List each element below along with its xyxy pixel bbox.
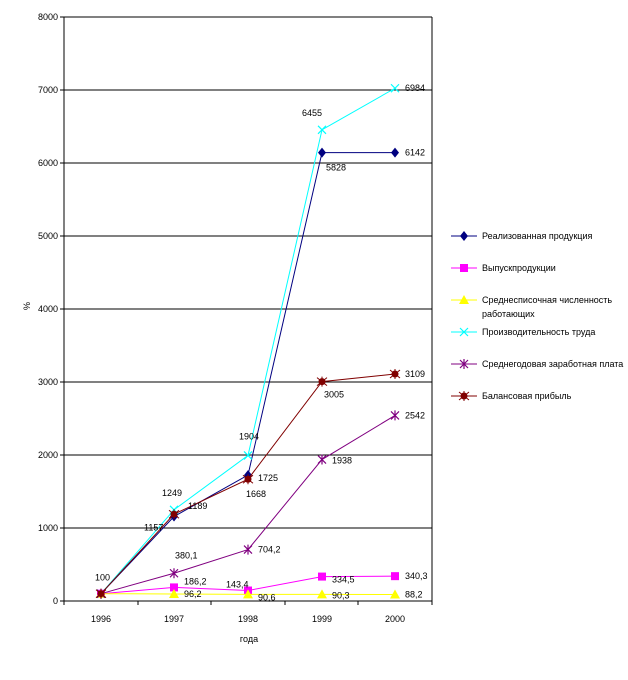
data-point bbox=[243, 589, 253, 599]
y-tick-label: 5000 bbox=[38, 231, 58, 241]
data-point bbox=[95, 588, 107, 599]
legend-item: Реализованная продукция bbox=[451, 231, 592, 241]
gridlines bbox=[60, 16, 432, 602]
data-label: 143,4 bbox=[226, 580, 249, 590]
data-point bbox=[390, 410, 400, 421]
y-tick-label: 1000 bbox=[38, 523, 58, 533]
legend-item: Выпускпродукции bbox=[451, 263, 556, 273]
data-label: 1725 bbox=[258, 473, 278, 483]
data-label: 3005 bbox=[324, 390, 344, 400]
data-label: 1157 bbox=[144, 523, 163, 533]
x-tick-label: 1999 bbox=[312, 614, 332, 624]
data-point bbox=[243, 451, 253, 460]
data-point bbox=[169, 588, 179, 598]
data-label: 186,2 bbox=[184, 576, 207, 586]
data-label: 100 bbox=[95, 573, 110, 583]
data-label: 2542 bbox=[405, 410, 425, 420]
legend: Реализованная продукция Выпускпродукции Ср… bbox=[451, 231, 623, 401]
data-label: 1189 bbox=[188, 501, 207, 511]
data-point bbox=[170, 583, 178, 592]
y-tick-label: 4000 bbox=[38, 304, 58, 314]
data-point bbox=[317, 589, 327, 599]
data-label: 1668 bbox=[246, 489, 266, 499]
legend-item: Среднегодовая заработная плата bbox=[451, 359, 623, 369]
legend-label: Производительность труда bbox=[482, 327, 595, 337]
data-point bbox=[318, 572, 326, 581]
series-lines bbox=[95, 83, 401, 599]
data-label: 6142 bbox=[405, 148, 425, 158]
data-label: 96,2 bbox=[184, 589, 202, 599]
y-tick-label: 8000 bbox=[38, 12, 58, 22]
x-tick-label: 1998 bbox=[238, 614, 258, 624]
data-label: 5828 bbox=[326, 163, 346, 173]
x-tick-label: 2000 bbox=[385, 614, 405, 624]
data-point bbox=[390, 83, 400, 93]
data-point bbox=[391, 572, 399, 581]
x-axis-label: года bbox=[240, 634, 258, 644]
legend-label: Балансовая прибыль bbox=[482, 391, 572, 401]
data-label: 88,2 bbox=[405, 590, 423, 600]
legend-marker bbox=[460, 264, 468, 272]
y-tick-label: 3000 bbox=[38, 377, 58, 387]
y-tick-label: 7000 bbox=[38, 85, 58, 95]
data-label: 90,3 bbox=[332, 590, 350, 600]
data-point bbox=[390, 589, 400, 599]
legend-marker bbox=[459, 359, 469, 369]
data-label: 340,3 bbox=[405, 571, 428, 581]
y-tick-label: 2000 bbox=[38, 450, 58, 460]
data-point bbox=[168, 509, 180, 520]
legend-marker bbox=[459, 327, 469, 337]
data-point bbox=[317, 454, 327, 465]
data-point bbox=[389, 369, 401, 380]
data-label: 1904 bbox=[239, 431, 259, 441]
data-label: 3109 bbox=[405, 369, 425, 379]
data-point bbox=[243, 544, 253, 555]
x-tick-label: 1996 bbox=[91, 614, 111, 624]
legend-marker bbox=[458, 391, 470, 401]
legend-item: Производительность труда bbox=[451, 327, 595, 337]
data-point bbox=[316, 376, 328, 387]
data-point bbox=[169, 568, 179, 579]
y-axis-label: % bbox=[22, 302, 32, 310]
y-tick-label: 6000 bbox=[38, 158, 58, 168]
legend-item: Балансовая прибыль bbox=[451, 391, 572, 401]
data-label: 6455 bbox=[302, 108, 322, 118]
legend-label: Среднесписочная численность работающих bbox=[482, 295, 612, 319]
y-tick-label: 0 bbox=[53, 596, 58, 606]
data-point bbox=[318, 147, 326, 158]
y-tick-labels: 0 1000 2000 3000 4000 5000 6000 7000 8000 bbox=[38, 12, 58, 606]
data-label: 6984 bbox=[405, 83, 425, 93]
series-line-3 bbox=[100, 87, 396, 595]
legend-marker bbox=[460, 231, 468, 241]
data-label: 1249 bbox=[162, 488, 182, 498]
legend-label: Реализованная продукция bbox=[482, 231, 592, 241]
data-labels: 1157 1725 5828 6142 186,2 143,4 334,5 340,3 96,2… bbox=[95, 83, 428, 602]
data-point bbox=[242, 474, 254, 485]
data-label: 704,2 bbox=[258, 545, 281, 555]
legend-item: Среднесписочная численность работающих bbox=[451, 295, 612, 319]
legend-label: Выпускпродукции bbox=[482, 263, 556, 273]
data-label: 380,1 bbox=[175, 550, 198, 560]
x-tick-label: 1997 bbox=[164, 614, 184, 624]
data-label: 90,6 bbox=[258, 592, 276, 602]
data-point bbox=[391, 147, 399, 158]
data-label: 334,5 bbox=[332, 575, 355, 585]
legend-marker bbox=[459, 295, 469, 304]
legend-label: Среднегодовая заработная плата bbox=[482, 359, 623, 369]
data-label: 1938 bbox=[332, 456, 352, 466]
series-line-4 bbox=[100, 415, 396, 595]
axes bbox=[63, 16, 433, 605]
x-tick-labels: 1996 1997 1998 1999 2000 bbox=[91, 614, 405, 624]
data-point bbox=[317, 125, 327, 135]
